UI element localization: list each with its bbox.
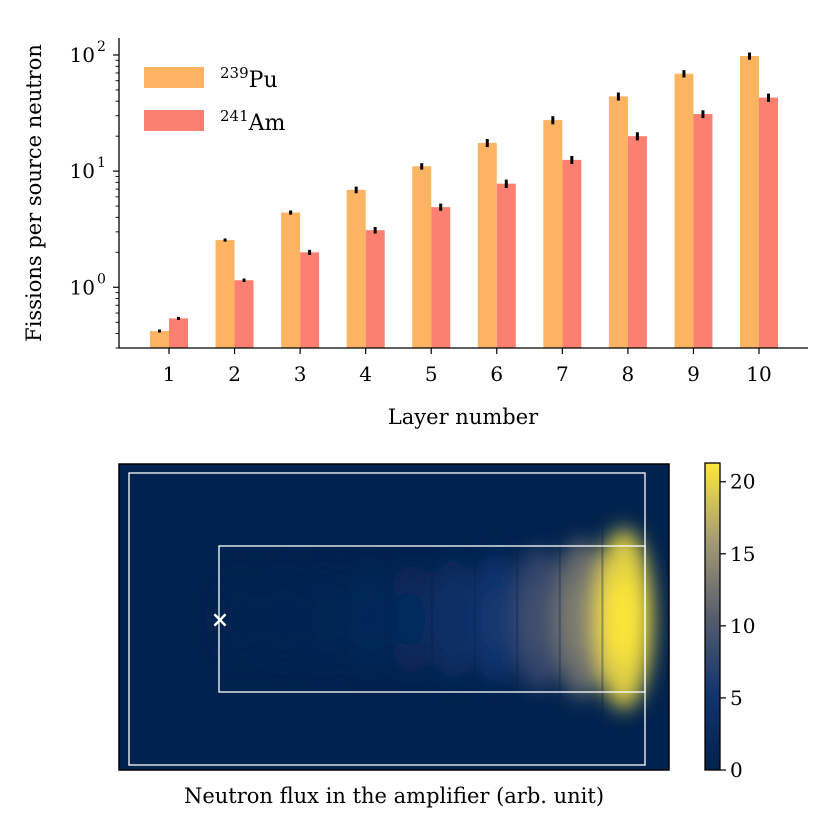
x-tick-label: 1 [163,362,176,386]
flux-layers [216,529,654,709]
layer-dividers [260,520,604,720]
bar-241-layer-3 [300,252,320,348]
y-axis-label: Fissions per source neutron [22,44,46,342]
x-tick-label: 9 [687,362,700,386]
bar-239-layer-9 [674,73,694,349]
x-axis-ticks: 1 2 3 4 5 6 7 8 9 10 [163,348,772,386]
bar-239-layer-5 [412,166,432,348]
legend-label-pu: 239Pu [220,64,278,93]
bar-241-layer-9 [693,114,713,348]
error-bars [158,52,770,333]
heatmap-caption: Neutron flux in the amplifier (arb. unit… [184,784,604,808]
flux-core-6 [438,589,468,649]
flux-core-3 [311,594,340,644]
bar-239-layer-8 [608,96,628,349]
heatmap-frame [118,463,670,771]
legend-label-am: 241Am [220,107,286,136]
x-tick-label: 6 [490,362,503,386]
flux-core-2 [268,595,298,643]
bar-239-layer-4 [346,189,366,348]
bar-241-layer-7 [562,159,582,348]
legend-swatch-am [144,110,204,131]
bar-239-layer-2 [215,240,235,348]
bar-239-layer-10 [740,55,759,348]
heatmap: × Neutron flux in the amplifier (arb. un… [118,463,670,808]
y-tick-label: 10 [70,43,95,67]
legend-sup-pu: 239 [220,64,249,82]
colorbar-tick-label: 0 [730,758,743,782]
bar-241-layer-1 [169,318,188,348]
y-tick-exponent: 1 [97,155,106,171]
colorbar-tick-label: 15 [730,542,755,566]
amplifier-boundary [218,545,646,693]
legend-name-am: Am [248,111,286,136]
flux-core-1 [226,596,255,642]
flux-core-8 [523,583,554,655]
legend-swatch-pu [144,67,204,88]
bar-239-layer-7 [543,120,563,348]
colorbar-tick-label: 20 [730,470,755,494]
flux-core-7 [480,586,511,652]
bar-239-layer-3 [281,212,301,348]
x-tick-label: 5 [425,362,438,386]
flux-core-5 [396,591,426,647]
x-tick-label: 3 [294,362,307,386]
colorbar-tick-label: 10 [730,614,755,638]
legend-name-pu: Pu [249,68,278,93]
colorbar-ticks: 0 5 10 15 20 [720,470,755,782]
bar-239-layer-1 [150,331,169,348]
y-tick-label: 10 [70,159,95,183]
colorbar-tick-label: 5 [730,686,743,710]
bar-241-layer-4 [365,230,385,348]
flux-core-4 [353,592,383,646]
bar-241-layer-10 [759,97,778,348]
colorbar-gradient [704,462,721,771]
bar-241-layer-8 [627,136,647,348]
legend: 239Pu 241Am [144,64,286,136]
x-tick-label: 8 [622,362,635,386]
bar-239-layer-6 [477,142,497,348]
bar-241-layer-2 [234,280,254,348]
source-marker: × [211,607,229,633]
colorbar: 0 5 10 15 20 [704,462,755,782]
y-tick-exponent: 0 [97,271,106,287]
y-tick-exponent: 2 [97,39,106,55]
bar-241-layer-6 [496,183,516,348]
x-tick-label: 4 [359,362,372,386]
bar-marks [150,55,778,349]
flux-core-9 [564,579,598,659]
x-tick-label: 7 [556,362,569,386]
flux-core-10 [606,574,642,664]
x-tick-label: 2 [228,362,241,386]
legend-sup-am: 241 [220,107,249,125]
y-tick-label: 10 [70,275,95,299]
x-axis-label: Layer number [388,405,539,429]
bar-241-layer-5 [431,207,451,348]
x-tick-label: 10 [746,362,771,386]
